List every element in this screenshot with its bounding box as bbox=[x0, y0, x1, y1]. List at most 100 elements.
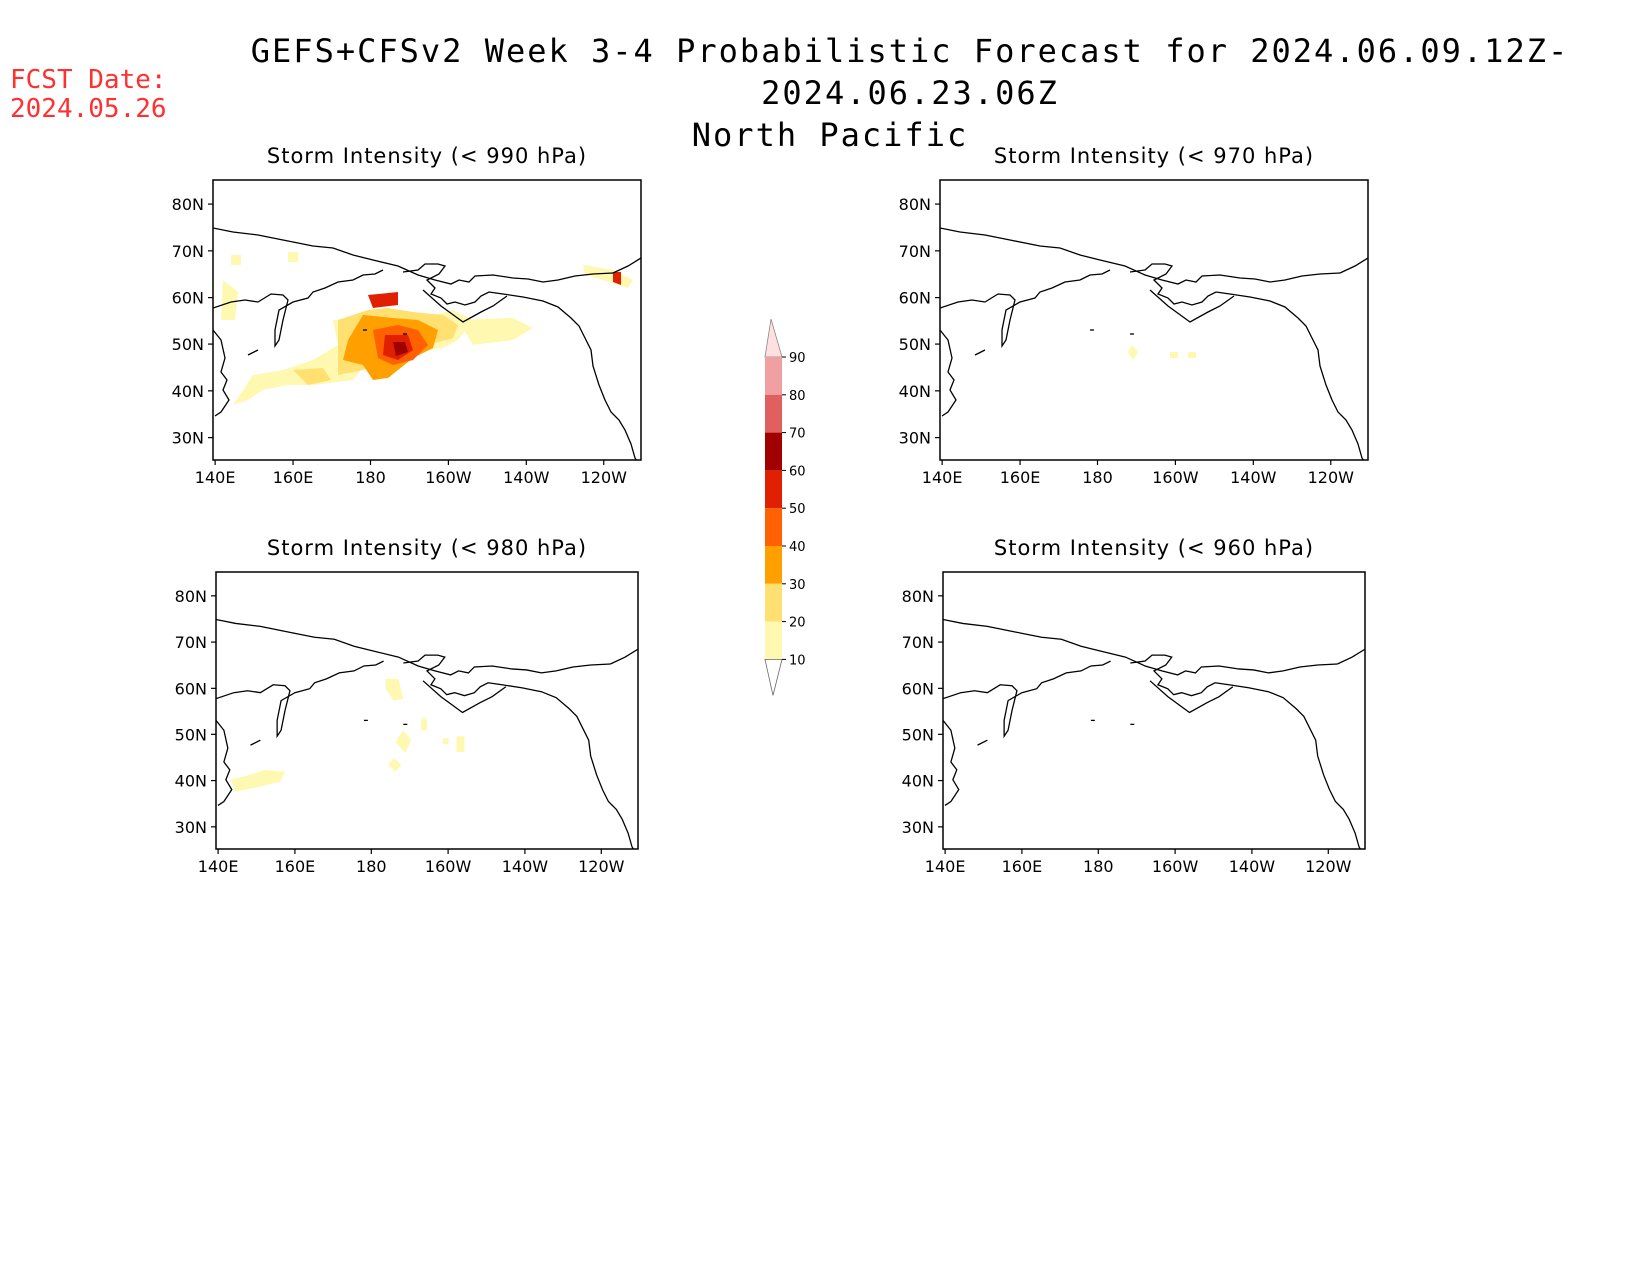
colorbar-label: 20 bbox=[789, 616, 806, 631]
lon-tick-label: 140E bbox=[925, 857, 966, 876]
lon-tick-label: 160E bbox=[1002, 857, 1043, 876]
lat-tick-label: 50N bbox=[175, 725, 207, 744]
lon-tick-label: 120W bbox=[1308, 468, 1355, 487]
lon-tick-label: 180 bbox=[1083, 857, 1114, 876]
map-panel-p990: Storm Intensity (< 990 hPa) 80N 70N 60N 50N 4… bbox=[172, 144, 642, 487]
page-title: GEFS+CFSv2 Week 3-4 Probabilistic Foreca… bbox=[0, 30, 1650, 156]
fcst-date-value: 2024.05.26 bbox=[10, 94, 167, 124]
lat-tick-label: 70N bbox=[902, 633, 934, 652]
lon-tick-label: 160E bbox=[275, 857, 316, 876]
probability-shading bbox=[1128, 345, 1138, 360]
panel-title: Storm Intensity (< 980 hPa) bbox=[267, 536, 587, 560]
colorbar-segment bbox=[765, 508, 782, 546]
map-frame bbox=[939, 179, 1369, 461]
map-panel-p980: Storm Intensity (< 980 hPa) 80N 70N 60N 50N 4… bbox=[175, 536, 639, 876]
colorbar-bottom-extension bbox=[764, 659, 783, 696]
probability-shading bbox=[442, 738, 449, 745]
lat-tick-label: 40N bbox=[172, 382, 204, 401]
main-title: GEFS+CFSv2 Week 3-4 Probabilistic Foreca… bbox=[250, 32, 1570, 112]
panel-title: Storm Intensity (< 960 hPa) bbox=[994, 536, 1314, 560]
coastline bbox=[940, 211, 1368, 460]
colorbar-segment bbox=[765, 583, 782, 622]
lat-tick-label: 30N bbox=[899, 429, 931, 448]
probability-shading bbox=[385, 678, 404, 701]
probability-shading bbox=[393, 342, 408, 356]
colorbar-segment bbox=[765, 546, 782, 584]
colorbar-label: 50 bbox=[789, 502, 806, 517]
panel-title: Storm Intensity (< 990 hPa) bbox=[267, 144, 587, 168]
probability-shading bbox=[368, 292, 398, 308]
lat-tick-label: 80N bbox=[175, 587, 207, 606]
lon-tick-label: 140E bbox=[195, 468, 236, 487]
lat-tick-label: 70N bbox=[175, 633, 207, 652]
lat-tick-label: 60N bbox=[175, 679, 207, 698]
lon-tick-label: 160E bbox=[273, 468, 314, 487]
lon-tick-label: 180 bbox=[1082, 468, 1113, 487]
lon-tick-label: 140W bbox=[1230, 468, 1277, 487]
lon-tick-label: 160W bbox=[1152, 468, 1199, 487]
lon-tick-label: 140E bbox=[198, 857, 239, 876]
colorbar-label: 80 bbox=[789, 389, 806, 404]
map-area bbox=[940, 211, 1368, 460]
lat-tick-label: 50N bbox=[899, 335, 931, 354]
probability-shading bbox=[231, 255, 241, 265]
map-panel-p970: Storm Intensity (< 970 hPa) 80N 70N 60N 50N 4… bbox=[899, 144, 1369, 487]
lat-tick-label: 30N bbox=[175, 818, 207, 837]
colorbar-label: 40 bbox=[789, 540, 806, 555]
lon-tick-label: 140W bbox=[503, 468, 550, 487]
probability-shading bbox=[221, 280, 238, 320]
lat-tick-label: 80N bbox=[902, 587, 934, 606]
lat-tick-label: 70N bbox=[899, 242, 931, 261]
lon-tick-label: 120W bbox=[1305, 857, 1352, 876]
probability-shading bbox=[421, 718, 427, 731]
coastline bbox=[216, 603, 638, 849]
forecast-date-label: FCST Date: 2024.05.26 bbox=[10, 66, 167, 124]
lat-tick-label: 40N bbox=[902, 772, 934, 791]
probability-shading bbox=[288, 252, 298, 262]
coastline bbox=[943, 603, 1365, 849]
probability-shading bbox=[293, 368, 331, 385]
colorbar-segment bbox=[765, 621, 782, 660]
probability-shading bbox=[395, 730, 412, 754]
panel-title: Storm Intensity (< 970 hPa) bbox=[994, 144, 1314, 168]
lat-tick-label: 50N bbox=[172, 335, 204, 354]
lat-tick-label: 30N bbox=[172, 429, 204, 448]
map-panel-p960: Storm Intensity (< 960 hPa) 80N 70N 60N 50N 4… bbox=[902, 536, 1366, 876]
lat-tick-label: 50N bbox=[902, 725, 934, 744]
lon-tick-label: 140W bbox=[502, 857, 549, 876]
probability-shading bbox=[456, 736, 465, 753]
colorbar-label: 90 bbox=[789, 351, 806, 366]
colorbar-label: 30 bbox=[789, 578, 806, 593]
lon-tick-label: 160E bbox=[1000, 468, 1041, 487]
map-frame bbox=[215, 571, 639, 850]
lat-tick-label: 60N bbox=[902, 679, 934, 698]
lon-tick-label: 140W bbox=[1229, 857, 1276, 876]
probability-shading bbox=[388, 757, 402, 772]
probability-shading bbox=[613, 272, 621, 285]
region-subtitle: North Pacific bbox=[691, 116, 969, 154]
lon-tick-label: 160W bbox=[425, 857, 472, 876]
lon-tick-label: 120W bbox=[578, 857, 625, 876]
coastline bbox=[213, 211, 641, 460]
colorbar-label: 10 bbox=[789, 653, 806, 668]
colorbar-legend: 90 80 70 60 50 40 30 20 10 bbox=[764, 318, 806, 696]
lat-tick-label: 40N bbox=[175, 772, 207, 791]
colorbar-label: 70 bbox=[789, 427, 806, 442]
lat-tick-label: 40N bbox=[899, 382, 931, 401]
lat-tick-label: 70N bbox=[172, 242, 204, 261]
colorbar-top-extension bbox=[764, 318, 783, 358]
colorbar-segment bbox=[765, 394, 782, 433]
lat-tick-label: 80N bbox=[172, 195, 204, 214]
probability-shading bbox=[1170, 352, 1178, 358]
map-frame bbox=[942, 571, 1366, 850]
lat-tick-label: 60N bbox=[899, 289, 931, 308]
colorbar-segment bbox=[765, 357, 782, 395]
probability-shading bbox=[230, 769, 286, 792]
lat-tick-label: 30N bbox=[902, 818, 934, 837]
probability-shading bbox=[458, 318, 533, 345]
colorbar-segment bbox=[765, 432, 782, 471]
lon-tick-label: 160W bbox=[1152, 857, 1199, 876]
fcst-date-caption: FCST Date: bbox=[10, 65, 167, 95]
probability-shading bbox=[583, 265, 633, 288]
